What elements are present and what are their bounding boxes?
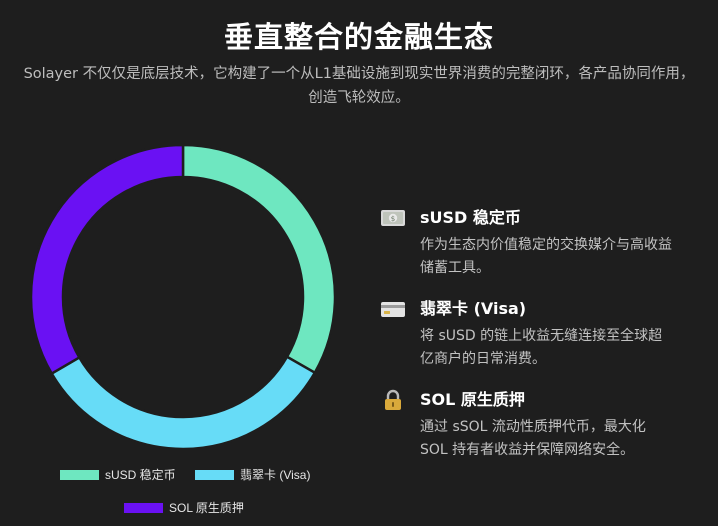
feature-title: sUSD 稳定币 bbox=[420, 208, 521, 227]
legend-item-sol[interactable]: SOL 原生质押 bbox=[124, 499, 244, 516]
feature-card: 翡翠卡 (Visa) 将 sUSD 的链上收益无缝连接至全球超 亿商户的日常消费… bbox=[380, 296, 662, 371]
lock-icon bbox=[385, 389, 401, 410]
feature-desc: 将 sUSD 的链上收益无缝连接至全球超 亿商户的日常消费。 bbox=[420, 325, 662, 371]
legend-label: SOL 原生质押 bbox=[169, 501, 244, 515]
feature-sol: SOL 原生质押 通过 sSOL 流动性质押代币，最大化 SOL 持有者收益并保… bbox=[380, 387, 646, 462]
feature-desc: 通过 sSOL 流动性质押代币，最大化 SOL 持有者收益并保障网络安全。 bbox=[420, 416, 646, 462]
legend-swatch bbox=[60, 469, 99, 480]
svg-text:$: $ bbox=[391, 215, 395, 223]
feature-desc-line: 储蓄工具。 bbox=[420, 260, 490, 276]
page-subtitle: Solayer 不仅仅是底层技术，它构建了一个从L1基础设施到现实世界消费的完整… bbox=[23, 66, 695, 106]
money-icon: $ bbox=[381, 210, 405, 226]
feature-desc-line: SOL 持有者收益并保障网络安全。 bbox=[420, 442, 635, 458]
donut-slice-2[interactable] bbox=[29, 143, 185, 376]
credit-card-icon bbox=[381, 302, 405, 317]
feature-title: SOL 原生质押 bbox=[420, 390, 525, 409]
page-title: 垂直整合的金融生态 bbox=[223, 20, 494, 54]
feature-title: 翡翠卡 (Visa) bbox=[420, 299, 527, 318]
legend-label: sUSD 稳定币 bbox=[105, 468, 176, 482]
feature-desc-line: 通过 sSOL 流动性质押代币，最大化 bbox=[420, 419, 646, 435]
legend-swatch bbox=[195, 469, 234, 480]
donut-chart: sUSD 稳定币 翡翠卡 (Visa) SOL 原生质押 bbox=[0, 132, 370, 526]
feature-desc-line: 亿商户的日常消费。 bbox=[420, 351, 546, 367]
legend-item-card[interactable]: 翡翠卡 (Visa) bbox=[195, 466, 310, 483]
feature-desc: 作为生态内价值稳定的交换媒介与高收益 储蓄工具。 bbox=[420, 234, 672, 280]
legend-swatch bbox=[124, 502, 163, 513]
donut-slice-0[interactable] bbox=[181, 143, 337, 375]
donut-chart-svg bbox=[29, 143, 337, 451]
feature-susd: $ sUSD 稳定币 作为生态内价值稳定的交换媒介与高收益 储蓄工具。 bbox=[380, 205, 672, 280]
legend-label: 翡翠卡 (Visa) bbox=[240, 468, 311, 482]
donut-slice-1[interactable] bbox=[49, 355, 317, 451]
feature-desc-line: 作为生态内价值稳定的交换媒介与高收益 bbox=[420, 237, 672, 253]
legend-item-susd[interactable]: sUSD 稳定币 bbox=[60, 466, 176, 483]
feature-desc-line: 将 sUSD 的链上收益无缝连接至全球超 bbox=[420, 328, 663, 344]
